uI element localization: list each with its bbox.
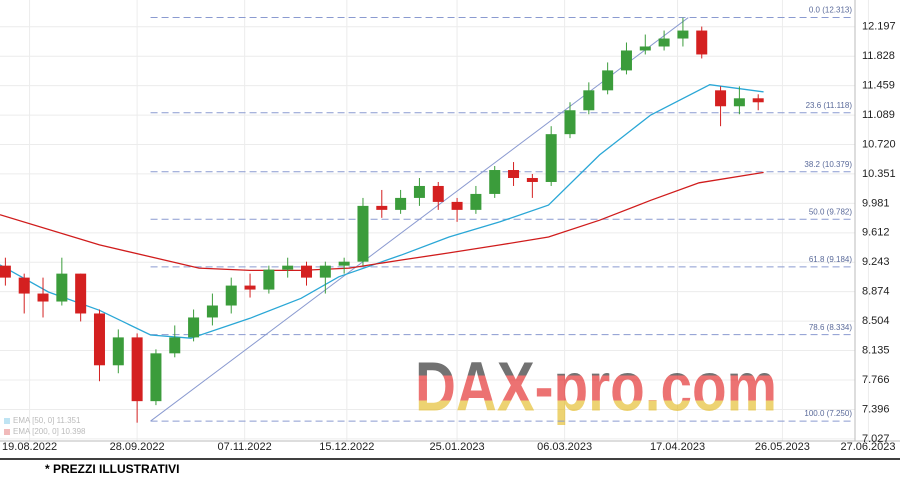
y-tick-label: 12.197 <box>862 21 896 33</box>
x-tick-label: 27.06.2023 <box>840 441 895 453</box>
candle-body <box>470 193 482 210</box>
ema-line <box>0 84 764 339</box>
candle-body <box>206 305 218 318</box>
x-tick-label: 06.03.2023 <box>537 441 592 453</box>
y-tick-label: 9.243 <box>862 256 890 268</box>
y-tick-label: 11.089 <box>862 109 895 121</box>
candle-body <box>376 205 388 210</box>
candle-body <box>451 201 463 210</box>
x-tick-label: 17.04.2023 <box>650 441 705 453</box>
candle-body <box>338 261 350 266</box>
candle-body <box>282 265 294 270</box>
y-tick-label: 8.135 <box>862 344 890 356</box>
y-tick-label: 8.504 <box>862 315 890 327</box>
legend-label: EMA [50, 0] 11.351 <box>13 416 81 425</box>
candle-body <box>18 277 30 294</box>
fib-label: 61.8 (9.184) <box>809 255 852 264</box>
candle-body <box>244 285 256 290</box>
watermark: DAX-pro.com <box>415 347 777 425</box>
x-tick-label: 28.09.2022 <box>110 441 165 453</box>
candle-body <box>564 110 576 135</box>
candle-body <box>357 205 369 262</box>
y-tick-label: 11.459 <box>862 80 895 92</box>
fib-label: 100.0 (7.250) <box>804 409 852 418</box>
fib-label: 38.2 (10.379) <box>804 160 852 169</box>
y-tick-label: 10.720 <box>862 138 896 150</box>
candle-body <box>263 269 275 290</box>
y-tick-label: 10.351 <box>862 168 896 180</box>
candle-body <box>545 134 557 182</box>
candle-body <box>395 197 407 210</box>
y-tick-label: 7.766 <box>862 374 890 386</box>
candle-body <box>75 273 87 314</box>
ema-line <box>0 171 764 272</box>
candle-body <box>150 353 162 402</box>
legend-swatch <box>4 418 10 424</box>
x-tick-label: 15.12.2022 <box>319 441 374 453</box>
plot: 0.0 (12.313) 23.6 (11.118) 38.2 (10.379) 50… <box>0 6 855 423</box>
candle-body <box>696 30 708 55</box>
y-tick-label: 9.612 <box>862 227 890 239</box>
x-tick-label: 25.01.2023 <box>430 441 485 453</box>
candle-body <box>112 337 124 366</box>
candle-body <box>677 30 689 39</box>
fib-label: 50.0 (9.782) <box>809 207 852 216</box>
candle-body <box>508 170 520 178</box>
candle-body <box>752 98 764 103</box>
x-tick-label: 26.05.2023 <box>755 441 810 453</box>
candle-body <box>319 265 331 278</box>
candle-body <box>489 170 501 194</box>
fib-label: 78.6 (8.334) <box>809 323 852 332</box>
legend-label: EMA [200, 0] 10.398 <box>13 427 86 436</box>
candle-body <box>620 50 632 71</box>
legend-swatch <box>4 429 10 435</box>
candle-body <box>715 90 727 107</box>
y-tick-label: 9.981 <box>862 197 890 209</box>
candle-body <box>188 317 200 338</box>
x-tick-label: 07.11.2022 <box>218 441 272 453</box>
candle-body <box>526 177 538 182</box>
candle-body <box>169 337 181 354</box>
candle-body <box>583 90 595 111</box>
candle-body <box>37 293 49 302</box>
candle-body <box>0 265 11 278</box>
y-tick-label: 11.828 <box>862 50 895 62</box>
candle-body <box>658 38 670 47</box>
candle-body <box>432 185 444 202</box>
candle-body <box>639 46 651 51</box>
candle-body <box>225 285 237 306</box>
y-tick-label: 7.027 <box>862 433 890 445</box>
candle-body <box>413 185 425 198</box>
x-tick-label: 19.08.2022 <box>2 441 57 453</box>
candle-body <box>301 265 313 278</box>
candle-body <box>733 98 745 107</box>
candle-body <box>131 337 143 402</box>
fib-label: 0.0 (12.313) <box>809 6 852 15</box>
candle-body <box>93 313 105 366</box>
fib-trend <box>150 17 689 422</box>
candle-body <box>56 273 68 302</box>
candle-body <box>602 70 614 91</box>
y-tick-label: 7.396 <box>862 403 890 415</box>
footnote: * PREZZI ILLUSTRATIVI <box>45 462 179 476</box>
y-tick-label: 8.874 <box>862 286 890 298</box>
fib-label: 23.6 (11.118) <box>806 101 853 110</box>
